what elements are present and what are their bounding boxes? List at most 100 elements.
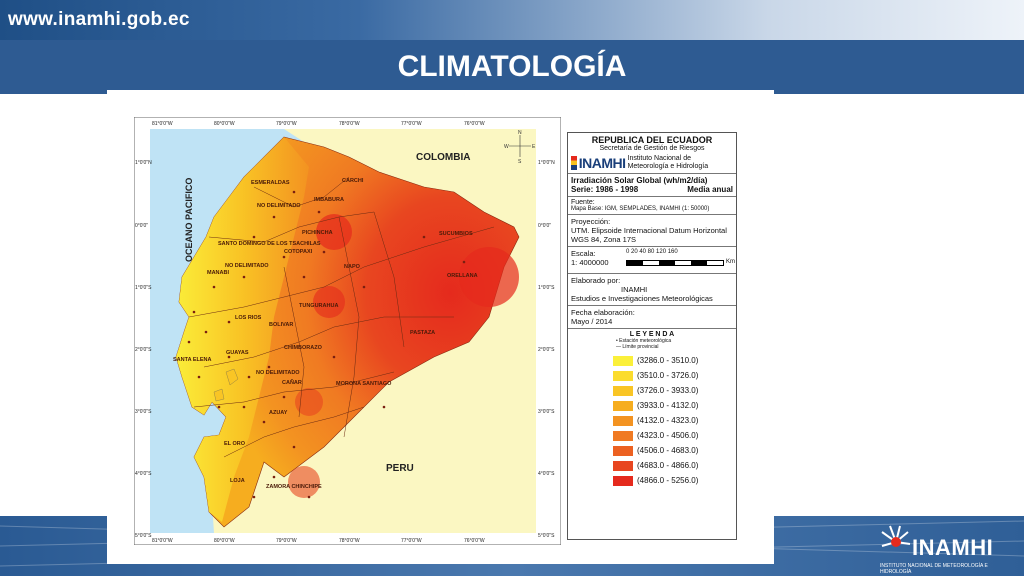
svg-text:SANTO DOMINGO DE LOS TSACHILAS: SANTO DOMINGO DE LOS TSACHILAS — [218, 241, 321, 247]
divider — [107, 90, 774, 94]
label-ocean: OCEANO PACIFICO — [184, 178, 194, 262]
site-url[interactable]: www.inamhi.gob.ec — [8, 9, 190, 30]
svg-text:78°0'0"W: 78°0'0"W — [339, 538, 360, 544]
fuente-label: Fuente: — [571, 199, 595, 206]
legend-swatch — [613, 355, 633, 366]
scale-bar — [626, 260, 724, 266]
inamhi-logo-icon — [881, 525, 911, 547]
proyeccion-text: UTM. Elipsoide Internacional Datum Horiz… — [571, 226, 727, 244]
svg-text:2°0'0"S: 2°0'0"S — [135, 347, 152, 353]
legend-label: (3933.0 - 4132.0) — [637, 401, 699, 410]
svg-text:SUCUMBIOS: SUCUMBIOS — [439, 231, 473, 237]
svg-text:77°0'0"W: 77°0'0"W — [401, 538, 422, 544]
svg-text:S: S — [518, 159, 522, 165]
svg-text:GUAYAS: GUAYAS — [226, 350, 249, 356]
elaborado-dept: Estudios e Investigaciones Meteorológica… — [571, 294, 713, 303]
station-legend: • Estación meteorológica — [616, 338, 672, 344]
svg-text:5°0'0"S: 5°0'0"S — [538, 533, 555, 539]
fecha-text: Mayo / 2014 — [571, 317, 613, 326]
svg-text:3°0'0"S: 3°0'0"S — [538, 409, 555, 415]
svg-text:78°0'0"W: 78°0'0"W — [339, 121, 360, 127]
series-text: Serie: 1986 - 1998 — [571, 185, 639, 194]
legend-class-row: (3510.0 - 3726.0) — [613, 368, 733, 383]
hotspot — [316, 214, 352, 250]
legend-class-row: (4323.0 - 4506.0) — [613, 428, 733, 443]
lat-labels: 1°0'0"N 0°0'0" 1°0'0"S 2°0'0"S 3°0'0"S 4… — [135, 160, 555, 539]
legend-class-row: (4866.0 - 5256.0) — [613, 473, 733, 488]
svg-text:1°0'0"S: 1°0'0"S — [538, 285, 555, 291]
svg-text:NO DELIMITADO: NO DELIMITADO — [257, 203, 301, 209]
legend-section: L E Y E N D A • Estación meteorológica —… — [568, 329, 736, 490]
legend-label: (3510.0 - 3726.0) — [637, 371, 699, 380]
solar-irradiation-map: 81°0'0"W 80°0'0"W 79°0'0"W 78°0'0"W 77°0… — [134, 117, 561, 545]
svg-text:80°0'0"W: 80°0'0"W — [214, 121, 235, 127]
hotspot — [295, 388, 323, 416]
legend-swatch — [613, 445, 633, 456]
svg-text:3°0'0"S: 3°0'0"S — [135, 409, 152, 415]
svg-text:5°0'0"S: 5°0'0"S — [135, 533, 152, 539]
escala-section: Escala: 1: 4000000 0 20 40 80 120 160 Km — [568, 247, 736, 274]
legend-swatch — [613, 415, 633, 426]
fecha-section: Fecha elaboración: Mayo / 2014 — [568, 306, 736, 329]
legend-label: (4323.0 - 4506.0) — [637, 431, 699, 440]
legend-swatch — [613, 385, 633, 396]
province-boundaries — [188, 176, 495, 458]
variable-title: Irradiación Solar Global (wh/m2/día) — [571, 176, 708, 185]
period-text: Media anual — [687, 185, 733, 194]
footer-logo-text: INAMHI — [912, 535, 994, 560]
svg-text:76°0'0"W: 76°0'0"W — [464, 538, 485, 544]
svg-text:E: E — [532, 144, 536, 150]
svg-text:PICHINCHA: PICHINCHA — [302, 230, 333, 236]
svg-text:LOS RIOS: LOS RIOS — [235, 315, 262, 321]
legend-classes: (3286.0 - 3510.0) (3510.0 - 3726.0) (3726.… — [571, 353, 733, 488]
legend-class-row: (4506.0 - 4683.0) — [613, 443, 733, 458]
svg-text:PASTAZA: PASTAZA — [410, 330, 435, 336]
fuente-section: Fuente: Mapa Base: IGM, SEMPLADES, INAMH… — [568, 197, 736, 215]
svg-text:79°0'0"W: 79°0'0"W — [276, 538, 297, 544]
header-section: REPUBLICA DEL ECUADOR Secretaría de Gest… — [568, 133, 736, 174]
lon-labels: 81°0'0"W 80°0'0"W 79°0'0"W 78°0'0"W 77°0… — [152, 121, 485, 544]
svg-text:BOLIVAR: BOLIVAR — [269, 322, 293, 328]
svg-text:LOJA: LOJA — [230, 478, 245, 484]
station-markers — [187, 190, 466, 499]
secretaria-text: Secretaría de Gestión de Riesgos — [599, 145, 705, 152]
svg-text:1°0'0"N: 1°0'0"N — [135, 160, 152, 166]
fecha-label: Fecha elaboración: — [571, 308, 635, 317]
inamhi-bars-icon — [571, 156, 577, 170]
institute-name: Instituto Nacional de Meteorología e Hid… — [627, 155, 709, 170]
gulf-islands — [213, 368, 239, 402]
svg-text:COTOPAXI: COTOPAXI — [284, 249, 313, 255]
legend-swatch — [613, 430, 633, 441]
svg-text:NO DELIMITADO: NO DELIMITADO — [225, 263, 269, 269]
footer-logo-sub: INSTITUTO NACIONAL DE METEOROLOGÍA E HID… — [880, 563, 988, 575]
legend-class-row: (3286.0 - 3510.0) — [613, 353, 733, 368]
inamhi-wordmark: INAMHI — [578, 155, 626, 171]
page-title: CLIMATOLOGÍA — [397, 50, 627, 83]
hotspot — [459, 247, 519, 307]
legend-swatch — [613, 460, 633, 471]
legend-label: (4506.0 - 4683.0) — [637, 446, 699, 455]
coastal-zone — [176, 137, 309, 522]
title-bar: CLIMATOLOGÍA — [0, 40, 1024, 94]
svg-text:EL ORO: EL ORO — [224, 441, 246, 447]
svg-text:W: W — [504, 144, 509, 150]
scale-ticks: 0 20 40 80 120 160 — [626, 249, 678, 255]
scale-unit: Km — [726, 259, 735, 265]
legend-swatch — [613, 475, 633, 486]
legend-class-row: (3726.0 - 3933.0) — [613, 383, 733, 398]
limit-legend: — Límite provincial — [616, 344, 659, 350]
legend-swatch — [613, 400, 633, 411]
svg-text:MORONA SANTIAGO: MORONA SANTIAGO — [336, 381, 392, 387]
svg-text:77°0'0"W: 77°0'0"W — [401, 121, 422, 127]
svg-text:4°0'0"S: 4°0'0"S — [135, 471, 152, 477]
svg-text:IMBABURA: IMBABURA — [314, 197, 344, 203]
fuente-text: Mapa Base: IGM, SEMPLADES, INAMHI (1: 50… — [571, 206, 710, 212]
legend-title: L E Y E N D A — [629, 331, 675, 338]
svg-text:4°0'0"S: 4°0'0"S — [538, 471, 555, 477]
country-title: REPUBLICA DEL ECUADOR — [591, 135, 713, 145]
proyeccion-section: Proyección: UTM. Elipsoide Internacional… — [568, 215, 736, 247]
hotspot — [313, 286, 345, 318]
elaborado-section: Elaborado por: INAMHI Estudios e Investi… — [568, 274, 736, 306]
svg-text:80°0'0"W: 80°0'0"W — [214, 538, 235, 544]
svg-text:AZUAY: AZUAY — [269, 410, 288, 416]
